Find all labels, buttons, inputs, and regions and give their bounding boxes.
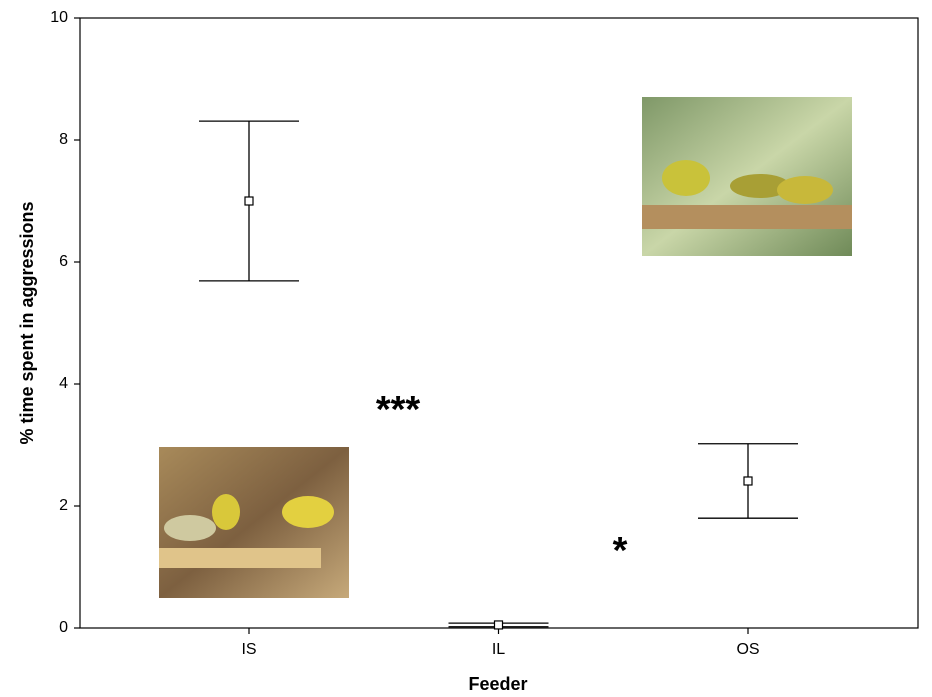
mean-point — [744, 477, 752, 485]
chart: Feeder % time spent in aggressions *** *… — [0, 0, 932, 697]
y-tick-label: 2 — [59, 497, 68, 514]
y-tick-label: 8 — [59, 131, 68, 148]
photo-is — [159, 447, 349, 598]
x-tick-label: OS — [736, 641, 759, 658]
y-tick-label: 10 — [50, 9, 68, 26]
mean-point — [495, 621, 503, 629]
mean-point — [245, 197, 253, 205]
y-tick-label: 6 — [59, 253, 68, 270]
y-axis-label: % time spent in aggressions — [17, 201, 37, 444]
y-tick-label: 0 — [59, 619, 68, 636]
annotation: *** — [376, 389, 421, 431]
x-axis-label: Feeder — [468, 674, 527, 694]
y-tick-label: 4 — [59, 375, 68, 392]
x-tick-label: IS — [241, 641, 256, 658]
annotation: * — [613, 530, 628, 572]
x-tick-label: IL — [492, 641, 505, 658]
photo-os — [642, 97, 852, 256]
